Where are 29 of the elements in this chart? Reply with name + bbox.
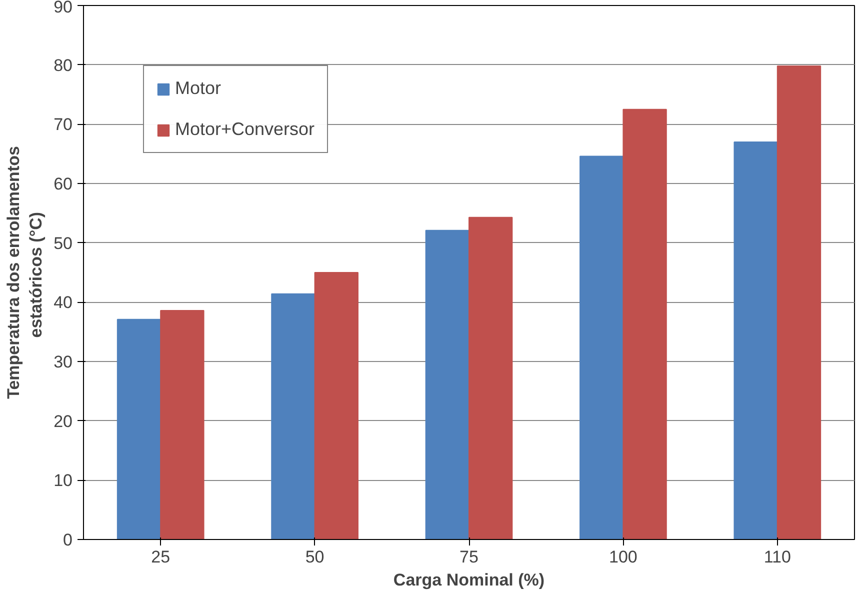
bar — [580, 156, 624, 540]
legend-label: Motor+Conversor — [175, 119, 315, 140]
bar — [160, 310, 204, 540]
y-axis-title: Temperatura dos enrolamentos estatóricos (°C) — [4, 146, 46, 399]
y-tick-label: 60 — [54, 174, 73, 194]
bar — [116, 318, 162, 540]
y-tick-label: 40 — [54, 293, 73, 312]
y-tick-label: 80 — [54, 56, 73, 75]
x-tick-label: 25 — [151, 548, 170, 566]
y-tick-label: 90 — [54, 0, 73, 16]
x-tick-label: 75 — [460, 548, 478, 566]
legend-label: Motor — [175, 78, 222, 99]
bar — [271, 293, 316, 540]
bar — [734, 141, 778, 540]
bar — [314, 272, 358, 540]
x-axis-title: Carga Nominal (%) — [393, 570, 545, 590]
x-tick-label: 50 — [305, 548, 324, 566]
bar — [468, 216, 513, 540]
y-tick-label: 20 — [54, 412, 73, 431]
bar — [622, 108, 667, 540]
x-tick-label: 100 — [609, 548, 638, 566]
x-tick-label: 110 — [764, 548, 791, 566]
y-tick-label: 30 — [54, 352, 73, 372]
y-tick-label: 70 — [54, 115, 73, 134]
y-tick-label: 50 — [54, 234, 73, 253]
bar — [425, 230, 470, 540]
bar — [776, 66, 822, 540]
y-tick-label: 0 — [63, 530, 73, 550]
y-tick-label: 10 — [54, 471, 73, 490]
